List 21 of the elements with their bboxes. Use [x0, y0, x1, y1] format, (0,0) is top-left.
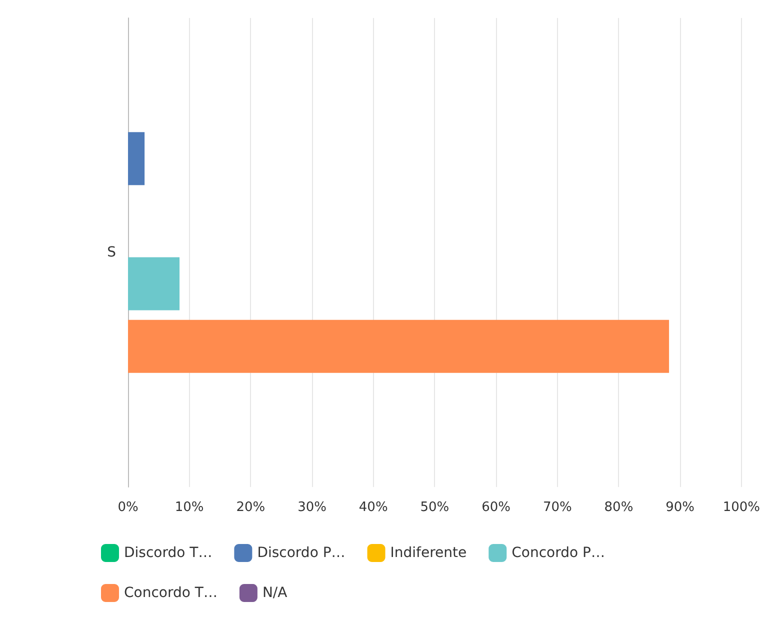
x-tick-label: 50%: [420, 500, 450, 515]
legend-label: Indiferente: [390, 545, 467, 561]
legend-label: Concordo T…: [124, 585, 218, 601]
legend-label: Concordo P…: [512, 545, 605, 561]
x-tick-label: 100%: [722, 500, 760, 515]
x-tick-label: 70%: [542, 500, 572, 515]
x-tick-label: 40%: [358, 500, 388, 515]
bar: [128, 257, 180, 310]
x-tick-label: 60%: [482, 500, 511, 515]
x-tick-label: 20%: [236, 500, 266, 515]
x-tick-label: 10%: [174, 500, 204, 515]
legend-label: Discordo T…: [124, 545, 212, 561]
bar: [128, 132, 145, 186]
x-tick-label: 0%: [118, 500, 138, 515]
legend-label: Discordo P…: [257, 545, 346, 561]
x-tick-label: 80%: [604, 500, 634, 515]
x-tick-label: 30%: [298, 500, 326, 515]
bar: [128, 320, 670, 373]
legend-label: N/A: [262, 585, 288, 601]
x-tick-label: 90%: [666, 500, 695, 515]
y-tick-label: S: [107, 244, 116, 260]
